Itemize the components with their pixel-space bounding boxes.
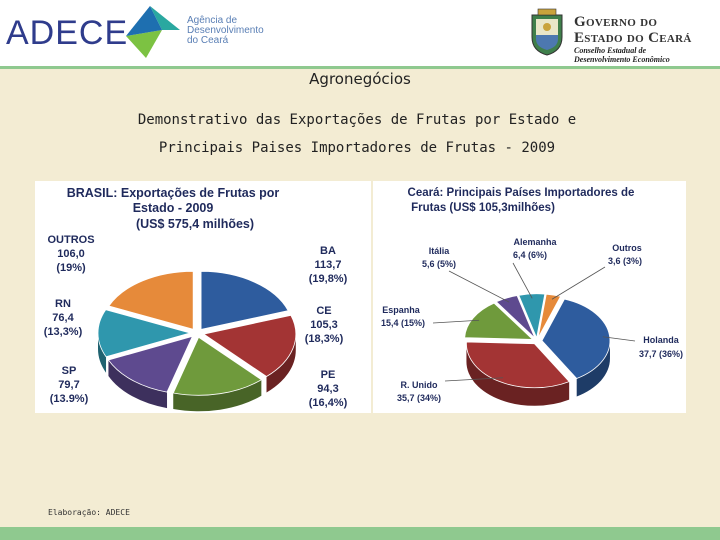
section-label: Agronegócios: [309, 70, 411, 88]
label-pct-rn: (13,3%): [44, 326, 83, 338]
adece-logo-text: ADECE: [6, 14, 129, 52]
label-value-r-unido: 35,7 (34%): [397, 393, 441, 403]
pie-slice-outros: [108, 270, 194, 330]
pie-side-sp: [108, 360, 168, 409]
pie-slice-ba: [200, 271, 289, 330]
adece-logo-icon: [126, 6, 180, 58]
leader-line-espanha: [432, 319, 480, 324]
label-name-espanha: Espanha: [382, 305, 421, 315]
brasil-chart-panel: BRASIL: Exportações de Frutas por Estado …: [35, 181, 371, 413]
pie-slice-it-lia: [495, 295, 536, 339]
government-logo: Governo do Estado do Ceará Conselho Esta…: [574, 14, 692, 64]
label-value-it-lia: 5,6 (5%): [422, 259, 456, 269]
label-pct-ce: (18,3%): [305, 333, 344, 345]
state-seal-icon: [531, 8, 563, 56]
label-value-ba: 113,7: [315, 259, 342, 271]
pie-side-r-unido: [466, 343, 570, 406]
pie-side-ce: [266, 334, 296, 393]
label-pct-outros: (19%): [56, 262, 86, 274]
label-value-espanha: 15,4 (15%): [381, 318, 425, 328]
pie-side-holanda: [576, 340, 610, 397]
label-value-outros: 3,6 (3%): [608, 256, 642, 266]
leader-line-r-unido: [444, 377, 504, 382]
pie-slice-pe: [172, 336, 263, 396]
label-name-ce: CE: [316, 305, 331, 317]
pie-slice-espanha: [464, 302, 534, 340]
ceara-chart-panel: Ceará: Principais Países Importadores de…: [373, 181, 686, 413]
ceara-title-line-1: Ceará: Principais Países Importadores de: [408, 187, 635, 199]
header-divider: [0, 66, 720, 69]
brasil-title-line-3: (US$ 575,4 milhões): [136, 217, 254, 231]
label-value-ce: 105,3: [310, 319, 338, 331]
label-value-sp: 79,7: [58, 379, 79, 391]
brasil-chart-title: BRASIL: Exportações de Frutas porEstado …: [67, 186, 280, 231]
pie-slice-alemanha: [518, 293, 546, 340]
pie-slice-r-unido: [466, 341, 570, 389]
footer-bar: [0, 527, 720, 540]
leader-line-outros: [551, 266, 606, 300]
leader-line-it-lia: [448, 270, 510, 303]
footer-note: Elaboração: ADECE: [48, 508, 130, 517]
brasil-title-line-2: Estado - 2009: [133, 201, 214, 215]
label-pct-ba: (19,8%): [309, 273, 348, 285]
label-name-holanda: Holanda: [643, 335, 679, 345]
ceara-chart-title: Ceará: Principais Países Importadores de…: [408, 187, 635, 214]
brasil-pie-chart: BRASIL: Exportações de Frutas porEstado …: [44, 186, 348, 412]
label-value-outros: 106,0: [57, 248, 85, 260]
page-title: Demonstrativo das Exportações de Frutas …: [137, 112, 577, 156]
pie-slice-rn: [97, 309, 192, 358]
label-name-r-unido: R. Unido: [401, 380, 438, 390]
label-name-outros: OUTROS: [47, 234, 94, 246]
label-pct-sp: (13.9%): [50, 393, 89, 405]
label-value-rn: 76,4: [52, 312, 74, 324]
adece-logo-subtitle: Agência de Desenvolvimento do Ceará: [187, 15, 264, 46]
label-name-ba: BA: [320, 245, 336, 257]
label-name-sp: SP: [62, 365, 77, 377]
ceara-pie-chart: Ceará: Principais Países Importadores de…: [381, 187, 683, 406]
label-value-holanda: 37,7 (36%): [639, 349, 683, 359]
label-name-outros: Outros: [612, 243, 642, 253]
header: ADECE Agência de Desenvolvimento do Cear…: [0, 0, 720, 66]
pie-slice-outros: [537, 293, 562, 339]
label-value-alemanha: 6,4 (6%): [513, 250, 547, 260]
label-pct-pe: (16,4%): [309, 397, 348, 409]
label-value-pe: 94,3: [317, 383, 338, 395]
label-name-rn: RN: [55, 298, 71, 310]
pie-side-rn: [98, 333, 107, 373]
leader-line-holanda: [602, 336, 636, 342]
pie-side-pe: [173, 379, 262, 412]
pie-slice-sp: [107, 335, 194, 393]
pie-slice-holanda: [541, 298, 611, 379]
pie-slice-ce: [202, 314, 297, 377]
label-name-alemanha: Alemanha: [513, 237, 557, 247]
brasil-title-line-1: BRASIL: Exportações de Frutas por: [67, 186, 280, 200]
label-name-it-lia: Itália: [429, 246, 451, 256]
label-name-pe: PE: [321, 369, 336, 381]
ceara-title-line-2: Frutas (US$ 105,3milhões): [411, 202, 555, 214]
leader-line-alemanha: [512, 262, 533, 299]
